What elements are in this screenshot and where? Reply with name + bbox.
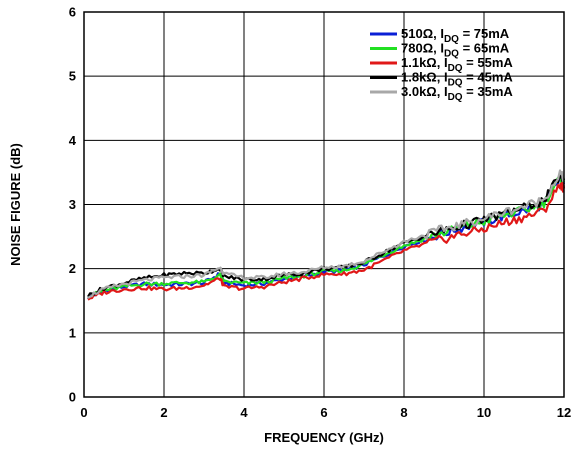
y-tick-label: 2: [69, 261, 76, 276]
x-tick-label: 0: [80, 405, 87, 420]
y-tick-label: 3: [69, 197, 76, 212]
legend-label: 780Ω, IDQ = 65mA: [401, 41, 510, 60]
legend-label: 510Ω, IDQ = 75mA: [401, 26, 510, 45]
series-line: [87, 169, 565, 299]
legend-item: 780Ω, IDQ = 65mA: [370, 41, 510, 60]
x-tick-label: 8: [400, 405, 407, 420]
y-tick-label: 5: [69, 69, 76, 84]
series-line: [87, 175, 566, 300]
series-line: [87, 181, 566, 301]
legend-item: 3.0kΩ, IDQ = 35mA: [370, 84, 513, 103]
legend-item: 1.1kΩ, IDQ = 55mA: [370, 55, 513, 74]
legend-label: 3.0kΩ, IDQ = 35mA: [401, 84, 513, 103]
series-line: [87, 172, 566, 300]
legend-label: 1.1kΩ, IDQ = 55mA: [401, 55, 513, 74]
x-tick-label: 4: [240, 405, 248, 420]
y-tick-label: 0: [69, 390, 76, 405]
legend-label: 1.8kΩ, IDQ = 45mA: [401, 70, 513, 89]
y-tick-label: 6: [69, 5, 76, 20]
plot-frame: [83, 11, 565, 398]
y-tick-label: 4: [69, 133, 77, 148]
x-axis-title: FREQUENCY (GHz): [264, 430, 384, 445]
y-axis-title: NOISE FIGURE (dB): [8, 143, 23, 266]
y-tick-label: 1: [69, 325, 76, 340]
x-tick-labels: 0 2 4 6 8 10 12: [80, 405, 571, 420]
y-tick-labels: 0 1 2 3 4 5 6: [69, 5, 77, 405]
legend-item: 1.8kΩ, IDQ = 45mA: [370, 70, 513, 89]
x-tick-label: 10: [477, 405, 491, 420]
x-tick-label: 6: [320, 405, 327, 420]
legend-item: 510Ω, IDQ = 75mA: [370, 26, 510, 45]
x-tick-label: 12: [557, 405, 571, 420]
x-tick-label: 2: [160, 405, 167, 420]
series-layer: [87, 169, 566, 301]
